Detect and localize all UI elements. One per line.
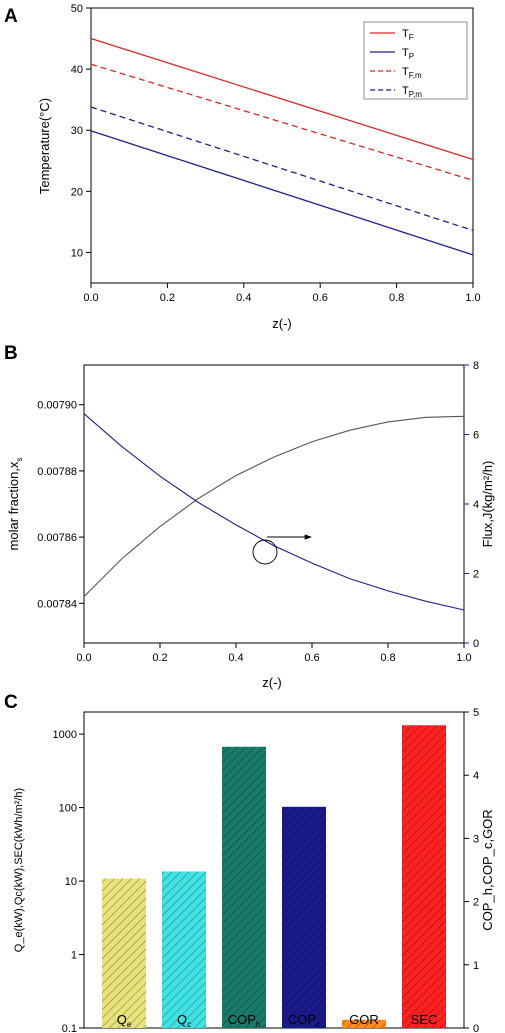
y-axis-label: Temperature(°C): [37, 98, 52, 194]
y-left-tick-label: 10: [65, 876, 77, 888]
y-left-tick-label: 100: [59, 803, 77, 815]
y-tick-label: 30: [71, 125, 83, 137]
x-tick-label: 0.0: [76, 652, 91, 664]
panel-letter-a: A: [4, 6, 18, 27]
legend-label-sub: F,m: [409, 71, 422, 80]
y-left-tick-label: 0.1: [62, 1023, 77, 1033]
x-tick-label: 0.8: [380, 652, 395, 664]
annotation-circle: [252, 539, 278, 565]
legend-label-main: T: [402, 28, 409, 40]
x-tick-label: 0.6: [304, 652, 319, 664]
x-category-label-main: COP: [228, 1012, 256, 1027]
legend-label-sub: F: [409, 33, 414, 42]
x-category-label-main: COP: [288, 1012, 316, 1027]
x-tick-label: 0.0: [83, 292, 98, 304]
x-tick-label: 0.2: [160, 292, 175, 304]
x-category-label: COPc: [288, 1012, 320, 1029]
x-tick-label: 0.4: [228, 652, 243, 664]
x-category-label-main: SEC: [411, 1012, 438, 1027]
legend-label-main: T: [402, 66, 409, 78]
y-axis-left-label: Q_e(kW),Qc(kW),SEC(kWh/m²/h): [13, 788, 25, 952]
x-category-label: COPh: [228, 1012, 261, 1029]
x-category-label: GOR: [349, 1012, 379, 1027]
x-tick-label: 0.6: [313, 292, 328, 304]
y-tick-label: 10: [71, 247, 83, 259]
x-tick-label: 0.4: [236, 292, 251, 304]
y-right-tick-label: 6: [473, 430, 479, 442]
y-left-tick-label: 1: [71, 950, 77, 962]
temperature-chart: 0.0 0.2 0.4 0.6 0.8 1.0 10 20 30 40 50 z(-) Tempe…: [37, 3, 481, 331]
x-tick-label: 0.2: [152, 652, 167, 664]
legend-box: [363, 21, 468, 100]
panel-letter-b: B: [4, 343, 18, 364]
x-category-label-main: Q: [177, 1012, 187, 1027]
legend-label: TP: [402, 47, 414, 61]
bar-hatch-cop-h: [222, 746, 266, 1028]
y-left-tick-label: 0.00790: [37, 400, 77, 412]
molar-fraction-line: [83, 415, 465, 598]
bar-hatch-sec: [402, 725, 446, 1028]
y-right-tick-label: 5: [473, 707, 479, 719]
y-tick-label: 20: [71, 186, 83, 198]
y-right-tick-label: 3: [473, 833, 479, 845]
y-tick-label: 40: [71, 64, 83, 76]
x-axis-label: z(-): [262, 675, 282, 690]
flux-line: [83, 413, 465, 611]
legend-label: TF: [402, 28, 414, 42]
x-category-label-sub: c: [187, 1020, 191, 1029]
legend-label: TF,m: [402, 66, 422, 80]
series-line-t-f-m: [90, 63, 474, 181]
x-category-label-sub: h: [256, 1020, 260, 1029]
y-left-tick-label: 0.00784: [37, 598, 77, 610]
series-line-t-p-m: [90, 106, 474, 232]
y-axis-right-label: Flux,J(kg/m²/h): [480, 461, 495, 548]
plot-frame: [90, 7, 474, 284]
legend-label-main: T: [402, 47, 409, 59]
molar-fraction-flux-chart: 0.0 0.2 0.4 0.6 0.8 1.0 0.00784 0.00786 0.00788…: [6, 360, 495, 690]
panel-letter-c: C: [4, 692, 18, 713]
bar-hatch-gor: [342, 1019, 386, 1028]
x-category-label-main: Q: [117, 1012, 127, 1027]
x-category-label: Qe: [117, 1012, 132, 1029]
y-axis-left-label-sub: s: [15, 458, 24, 462]
y-right-tick-label: 8: [473, 360, 479, 372]
series-line-t-p: [90, 130, 474, 256]
plot-frame: [83, 711, 465, 1029]
y-axis-left-label: molar fraction,xs: [6, 458, 24, 551]
x-tick-label: 1.0: [456, 652, 471, 664]
y-left-tick-label: 0.00786: [37, 532, 77, 544]
legend-label: TP,m: [402, 85, 422, 99]
bar-hatch-q-c: [162, 871, 206, 1028]
y-right-tick-label: 4: [473, 499, 479, 511]
x-category-label-main: GOR: [349, 1012, 379, 1027]
bar-hatch-q-e: [102, 878, 146, 1028]
y-right-tick-label: 0: [473, 638, 479, 650]
y-axis-right-label: COP_h,COP_c,GOR: [480, 809, 495, 930]
plot-frame: [83, 364, 465, 644]
y-right-tick-label: 2: [473, 569, 479, 581]
x-tick-label: 0.8: [389, 292, 404, 304]
legend-label-sub: P: [409, 52, 414, 61]
legend-label-main: T: [402, 85, 409, 97]
y-right-tick-label: 2: [473, 897, 479, 909]
series-line-t-f: [90, 37, 474, 161]
y-axis-left-label-main: molar fraction,x: [6, 461, 21, 550]
legend-label-sub: P,m: [409, 90, 423, 99]
bar-hatch-cop-c: [282, 806, 326, 1028]
y-right-tick-label: 0: [473, 1023, 479, 1033]
y-right-tick-label: 1: [473, 960, 479, 972]
y-tick-label: 50: [71, 3, 83, 15]
x-category-label: Qc: [177, 1012, 191, 1029]
x-tick-label: 1.0: [465, 292, 480, 304]
x-axis-label: z(-): [272, 316, 292, 331]
y-left-tick-label: 0.00788: [37, 466, 77, 478]
x-category-label-sub: c: [316, 1020, 320, 1029]
x-category-label-sub: e: [127, 1020, 132, 1029]
y-right-tick-label: 4: [473, 770, 479, 782]
x-category-label: SEC: [411, 1012, 438, 1027]
y-left-tick-label: 1000: [53, 729, 77, 741]
